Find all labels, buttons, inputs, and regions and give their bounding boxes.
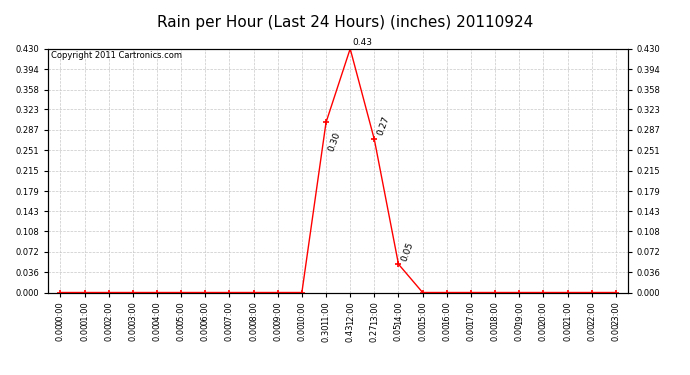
Text: Rain per Hour (Last 24 Hours) (inches) 20110924: Rain per Hour (Last 24 Hours) (inches) 2… (157, 15, 533, 30)
Text: 0.43: 0.43 (353, 38, 373, 47)
Text: 0.05: 0.05 (400, 240, 415, 262)
Text: 0.27: 0.27 (375, 115, 391, 136)
Text: Copyright 2011 Cartronics.com: Copyright 2011 Cartronics.com (51, 51, 182, 60)
Text: 0.30: 0.30 (327, 131, 342, 153)
